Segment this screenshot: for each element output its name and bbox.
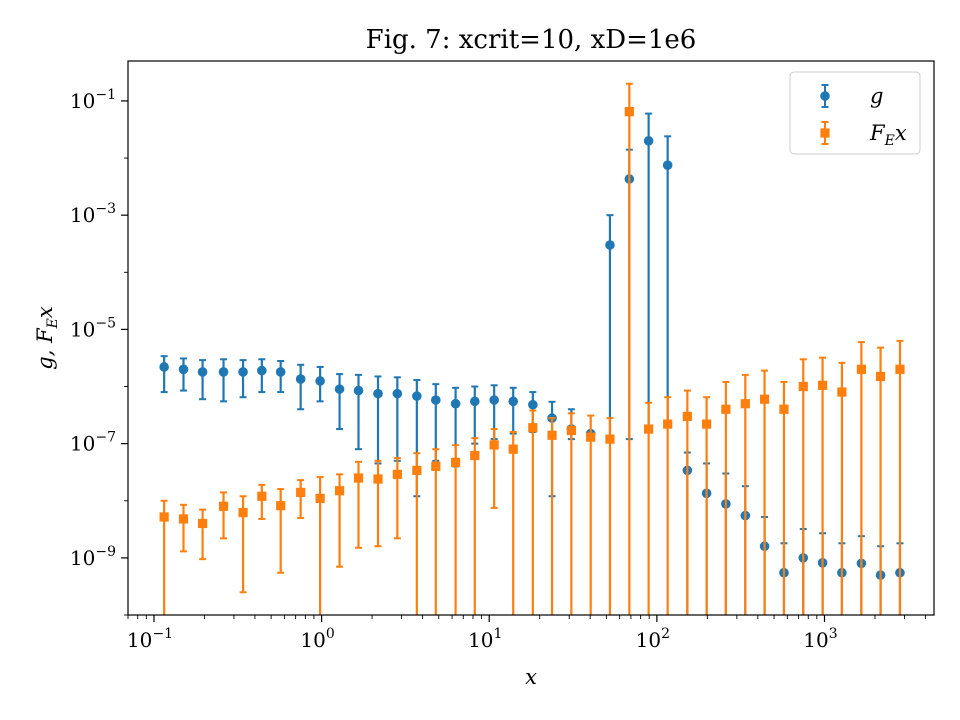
data-point-fex: [218, 501, 229, 511]
data-point-g: [605, 240, 615, 250]
plot-area: [159, 82, 905, 615]
legend-label-main: F: [869, 121, 886, 145]
x-tick-label: 10−1: [127, 626, 173, 652]
data-point-fex: [334, 486, 345, 496]
data-point-g: [257, 365, 267, 376]
x-tick-exponent: −1: [152, 626, 173, 642]
legend-marker-fex: [820, 128, 830, 138]
data-point-fex: [431, 461, 441, 471]
data-point-g: [275, 367, 286, 377]
y-tick-exponent: −9: [95, 544, 116, 560]
data-point-g: [197, 367, 208, 377]
chart-title: Fig. 7: xcrit=10, xD=1e6: [366, 25, 697, 55]
data-point-fex: [779, 404, 789, 414]
data-point-g: [469, 396, 480, 407]
data-point-fex: [450, 457, 461, 467]
x-tick-exponent: 0: [326, 626, 335, 642]
legend-label-subscript: E: [884, 133, 895, 149]
y-tick-exponent: −5: [95, 315, 116, 331]
data-point-fex: [392, 469, 402, 479]
data-point-g: [315, 376, 325, 386]
data-point-fex: [875, 371, 886, 382]
data-point-fex: [257, 491, 267, 501]
data-point-g: [238, 367, 248, 377]
y-label-part: g, F: [33, 327, 57, 370]
data-point-fex: [508, 444, 518, 454]
y-tick-label: 10−9: [70, 544, 116, 570]
y-axis-label-text: g, FEx: [33, 306, 61, 370]
data-point-fex: [701, 419, 712, 429]
data-point-fex: [759, 394, 770, 404]
x-tick-exponent: 3: [829, 626, 838, 642]
data-point-fex: [682, 411, 692, 421]
data-point-g: [178, 364, 189, 375]
data-point-fex: [197, 518, 208, 529]
x-tick-exponent: 1: [493, 626, 502, 642]
data-point-fex: [837, 387, 847, 397]
y-tick-exponent: −1: [95, 87, 116, 103]
data-point-fex: [353, 473, 364, 483]
y-label-part: x: [33, 306, 57, 318]
data-point-fex: [178, 514, 189, 524]
data-point-fex: [296, 487, 306, 498]
data-point-fex: [276, 501, 286, 511]
data-point-g: [450, 398, 461, 409]
data-point-fex: [238, 508, 248, 518]
data-point-g: [430, 395, 441, 405]
data-point-g: [353, 385, 364, 396]
data-point-fex: [489, 440, 499, 450]
legend-label-tail: x: [895, 121, 907, 145]
legend-entry: FEx: [820, 121, 907, 149]
data-point-fex: [624, 107, 634, 117]
data-point-g: [373, 388, 383, 399]
data-point-fex: [470, 450, 480, 461]
data-point-g: [295, 374, 306, 384]
data-point-fex: [798, 381, 808, 392]
series-fex: [159, 82, 905, 615]
legend-entry: g: [820, 84, 883, 108]
data-point-fex: [644, 424, 654, 434]
data-point-g: [643, 136, 654, 146]
data-point-g: [392, 388, 403, 399]
plot-content: [159, 82, 905, 615]
data-point-fex: [315, 493, 325, 503]
legend-label: g: [870, 84, 883, 108]
data-point-fex: [528, 423, 538, 433]
y-axis-label: g, FEx: [33, 306, 61, 370]
data-point-fex: [159, 512, 169, 522]
y-label-subscript: E: [45, 318, 61, 329]
data-point-fex: [412, 465, 422, 476]
data-point-fex: [663, 419, 673, 429]
axes-frame: [127, 60, 935, 616]
legend-marker-g: [820, 91, 830, 101]
y-tick-exponent: −7: [95, 430, 116, 446]
data-point-fex: [721, 404, 731, 414]
data-point-fex: [895, 364, 905, 374]
data-point-g: [508, 396, 519, 407]
data-point-g: [489, 395, 499, 405]
data-point-fex: [740, 399, 750, 409]
data-point-g: [334, 384, 345, 394]
legend-label-main: g: [870, 84, 883, 108]
x-axis-label: x: [525, 665, 537, 689]
data-point-fex: [586, 432, 596, 442]
legend-label: FEx: [869, 121, 907, 149]
data-point-fex: [373, 474, 383, 484]
data-point-fex: [817, 380, 828, 390]
x-tick-exponent: 2: [661, 626, 670, 642]
y-tick-exponent: −3: [95, 201, 116, 217]
data-point-g: [159, 362, 169, 372]
data-point-g: [528, 399, 538, 410]
data-point-fex: [547, 430, 557, 440]
data-point-g: [412, 391, 422, 401]
data-point-fex: [566, 425, 576, 436]
data-point-fex: [605, 434, 615, 444]
data-point-g: [662, 160, 673, 170]
data-point-g: [218, 367, 229, 377]
data-point-fex: [856, 364, 866, 374]
